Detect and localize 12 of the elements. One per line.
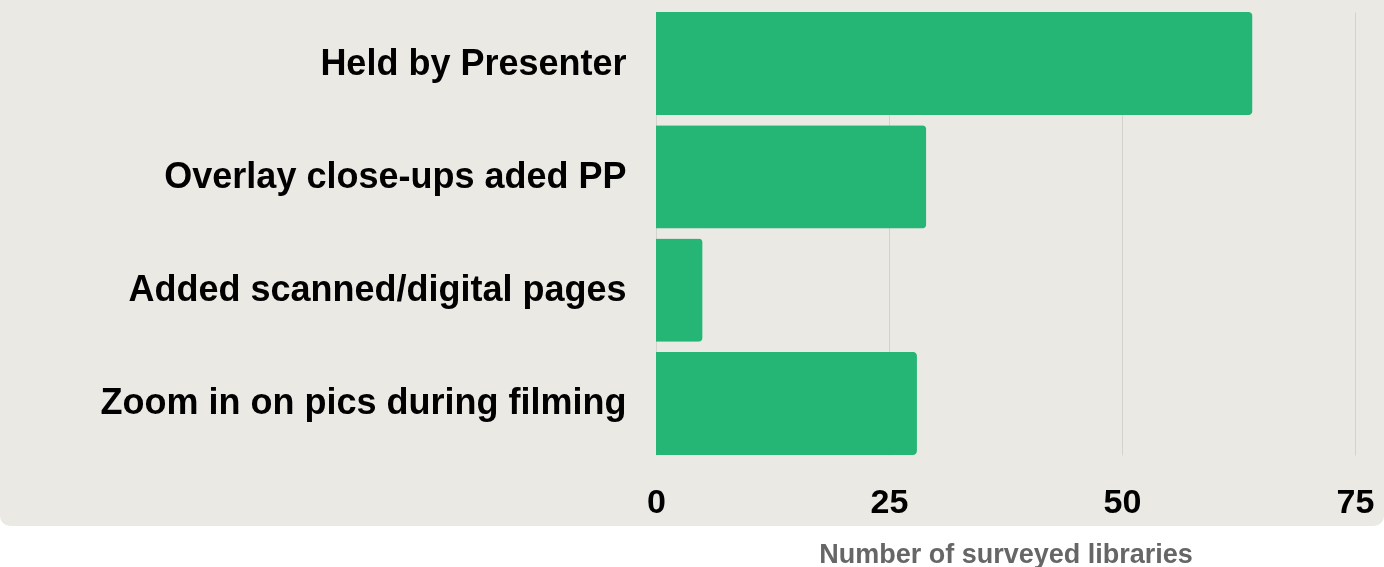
bar — [656, 125, 927, 229]
x-tick-label: 0 — [647, 481, 666, 520]
y-tick-label: Added scanned/digital pages — [128, 268, 627, 310]
x-tick-label: 50 — [1103, 481, 1142, 520]
y-tick-label: Held by Presenter — [320, 41, 627, 83]
y-tick-label: Zoom in on pics during filming — [100, 381, 627, 423]
bar — [656, 238, 703, 342]
x-tick-label: 75 — [1336, 481, 1375, 520]
y-tick-label: Overlay close-ups aded PP — [164, 154, 627, 196]
bar — [656, 351, 917, 455]
bar — [656, 12, 1253, 116]
x-tick-label: 25 — [870, 481, 909, 520]
